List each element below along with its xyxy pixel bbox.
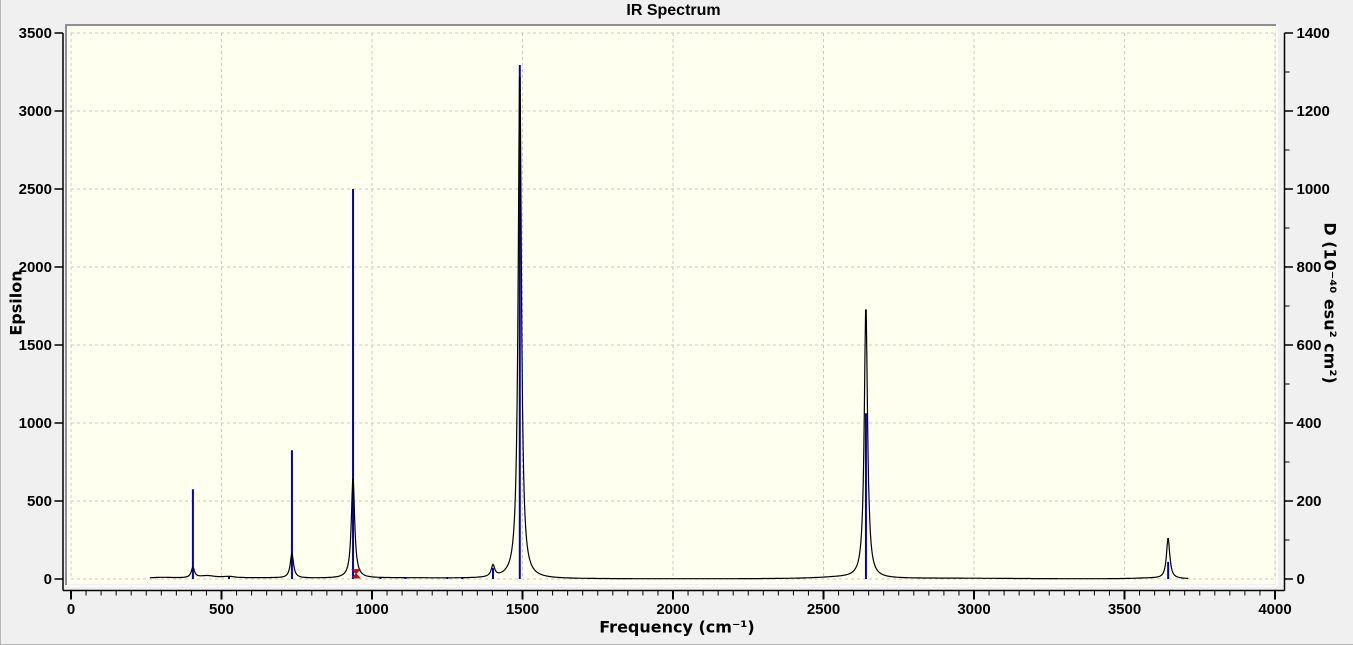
svg-text:3000: 3000 [957,601,990,618]
svg-text:500: 500 [27,493,52,510]
y-axis-left: 0 500 1000 1500 2000 2500 3000 3500 [19,25,64,591]
svg-text:800: 800 [1297,259,1322,276]
x-axis: 0 500 1000 1500 2000 2500 3000 3500 4000 [63,589,1292,618]
y-axis-right: 0 200 400 600 800 1000 1200 1400 [1283,25,1330,591]
svg-text:2500: 2500 [807,601,840,618]
y-axis-right-label: D (10⁻⁴⁰ esu² cm²) [1320,222,1340,384]
epsilon-curve [149,76,1189,580]
gridlines [70,32,1276,580]
chart-title: IR Spectrum [626,2,721,19]
svg-text:0: 0 [44,571,52,588]
svg-text:1500: 1500 [19,337,52,354]
svg-text:1000: 1000 [355,601,388,618]
svg-text:3500: 3500 [1108,601,1141,618]
svg-text:500: 500 [209,601,234,618]
svg-text:3000: 3000 [19,103,52,120]
stick-series [191,64,1170,579]
svg-text:3500: 3500 [19,25,52,42]
svg-text:2000: 2000 [656,601,689,618]
svg-text:400: 400 [1297,415,1322,432]
svg-text:4000: 4000 [1258,601,1291,618]
x-axis-label: Frequency (cm⁻¹) [599,617,755,637]
y-axis-left-label: Epsilon [6,270,26,336]
svg-text:0: 0 [67,601,75,618]
svg-text:1200: 1200 [1297,103,1330,120]
svg-text:200: 200 [1297,493,1322,510]
selected-frequency-marker[interactable] [351,569,361,579]
svg-text:1000: 1000 [19,415,52,432]
svg-text:1400: 1400 [1297,25,1330,42]
svg-text:1500: 1500 [506,601,539,618]
plot-panel [65,24,1278,587]
svg-text:2000: 2000 [19,259,52,276]
svg-text:2500: 2500 [19,181,52,198]
svg-text:1000: 1000 [1297,181,1330,198]
svg-text:600: 600 [1297,337,1322,354]
svg-text:0: 0 [1297,571,1305,588]
